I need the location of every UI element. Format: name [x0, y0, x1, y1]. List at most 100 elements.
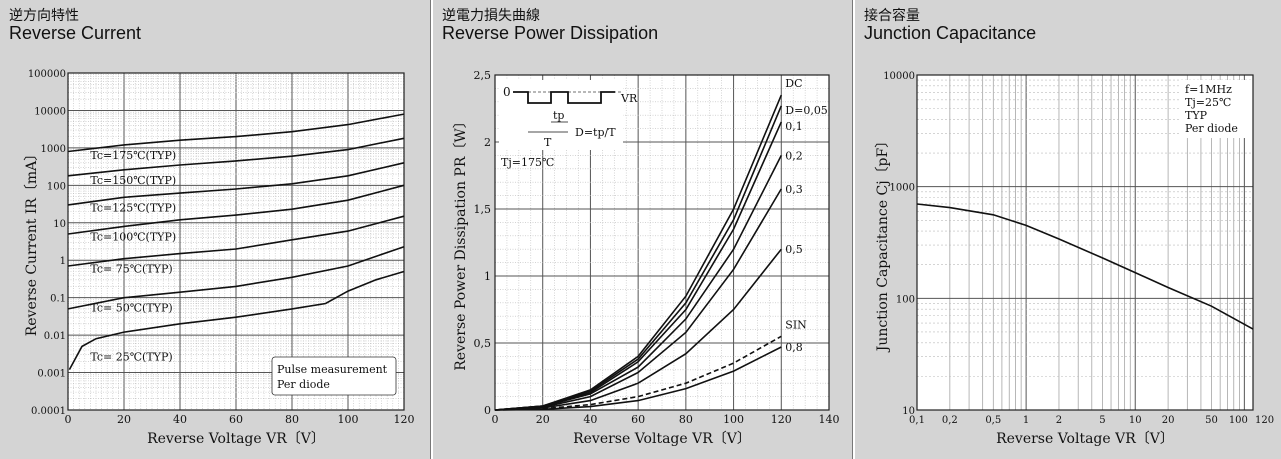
y-tick-label: 10000 — [883, 71, 915, 82]
y-tick-label: 0.0001 — [31, 406, 66, 417]
y-axis-label: Junction Capacitance Cj〔pF〕 — [875, 134, 891, 353]
series-label-4: 0,3 — [785, 183, 803, 196]
note-line: f=1MHz — [1185, 83, 1232, 96]
x-axis-label: Reverse Voltage VR〔V〕 — [147, 431, 325, 447]
x-tick-label: 140 — [819, 413, 840, 426]
inset-zero-label: 0 — [503, 85, 511, 99]
x-tick-label: 40 — [583, 413, 597, 426]
x-axis-label: Reverse Voltage VR〔V〕 — [573, 431, 751, 447]
y-tick-label: 1000 — [41, 144, 66, 155]
reverse-power-panel: 逆電力損失曲線 Reverse Power Dissipation DC D=0,… — [433, 0, 853, 459]
inset-tj-label: Tj=175℃ — [501, 156, 554, 169]
inset-pulse-waveform — [513, 91, 615, 104]
x-tick-label: 0,2 — [942, 415, 958, 426]
series-line-5 — [67, 245, 405, 310]
junction-capacitance-title: Junction Capacitance — [864, 23, 1037, 43]
x-tick-label: 10 — [1129, 415, 1142, 426]
reverse-current-panel: 逆方向特性 Reverse Current Tc=175℃(TYP) Tc=150… — [0, 0, 431, 459]
series-line-0 — [916, 203, 1254, 330]
plot-frame — [916, 74, 1254, 411]
x-tick-label: 100 — [338, 413, 359, 426]
series-line-2 — [67, 162, 405, 206]
reverse-current-title-jp: 逆方向特性 — [9, 8, 79, 24]
x-axis-label: Reverse Voltage VR〔V〕 — [996, 431, 1174, 447]
reverse-current-chart: Tc=175℃(TYP) Tc=150℃(TYP) Tc=125℃(TYP) Tc=1… — [24, 69, 415, 447]
y-tick-label: 0.01 — [44, 331, 66, 342]
y-tick-label: 1,5 — [474, 203, 492, 216]
x-tick-label: 0 — [492, 413, 499, 426]
y-tick-label: 10 — [902, 406, 915, 417]
y-tick-label: 100 — [47, 181, 66, 192]
series-label-6: Tc= 25℃(TYP) — [90, 350, 172, 363]
x-tick-label: 100 — [723, 413, 744, 426]
x-tick-label: 120 — [394, 413, 415, 426]
y-tick-label: 1 — [484, 270, 491, 283]
y-tick-label: 10 — [53, 219, 66, 230]
x-tick-label: 20 — [117, 413, 131, 426]
series-label-1: Tc=150℃(TYP) — [90, 174, 176, 187]
y-tick-label: 0,5 — [474, 337, 492, 350]
y-axis-label: Reverse Power Dissipation PR〔W〕 — [453, 114, 469, 371]
x-tick-label: 2 — [1056, 415, 1062, 426]
series-label-3: 0,2 — [785, 149, 803, 162]
inset-t-label: T — [544, 136, 552, 149]
series-line-4 — [67, 215, 405, 267]
series-line-7 — [494, 346, 782, 411]
x-tick-label: 120 — [771, 413, 792, 426]
y-tick-label: 1000 — [890, 183, 915, 194]
note-box — [271, 356, 397, 396]
note-line: Per diode — [1185, 122, 1238, 135]
note-line: Pulse measurement — [277, 363, 388, 376]
inset-duty-label: D=tp/T — [575, 126, 616, 139]
junction-capacitance-title-jp: 接合容量 — [864, 8, 920, 24]
series-label-0: Tc=175℃(TYP) — [90, 149, 176, 162]
x-tick-label: 0,5 — [985, 415, 1001, 426]
x-tick-label: 80 — [285, 413, 299, 426]
y-tick-label: 0.001 — [37, 369, 66, 380]
y-axis-label: Reverse Current IR〔mA〕 — [24, 147, 40, 337]
y-tick-label: 1 — [60, 256, 66, 267]
x-tick-label: 60 — [631, 413, 645, 426]
series-line-6 — [68, 270, 405, 370]
inset-tp-label: tp — [553, 109, 564, 122]
y-tick-label: 100 — [896, 294, 915, 305]
series-label-7: 0,8 — [785, 341, 803, 354]
y-tick-label: 2 — [484, 136, 491, 149]
reverse-power-title-jp: 逆電力損失曲線 — [442, 8, 540, 24]
y-tick-label: 0.1 — [50, 294, 66, 305]
y-tick-label: 2,5 — [474, 69, 492, 82]
series-label-0: DC — [785, 77, 802, 90]
x-tick-label: 60 — [229, 413, 243, 426]
series-label-2: Tc=125℃(TYP) — [90, 201, 176, 214]
y-tick-label: 100000 — [28, 69, 66, 80]
note-line: Per diode — [277, 378, 330, 391]
inset-vr-label: VR — [620, 92, 638, 105]
series-label-3: Tc=100℃(TYP) — [90, 230, 176, 243]
junction-capacitance-panel: 接合容量 Junction Capacitance 0,1 0,2 0,5 1 2 5 10… — [855, 0, 1281, 459]
x-tick-label: 20 — [1162, 415, 1175, 426]
x-tick-label: 40 — [173, 413, 187, 426]
x-tick-label: 0,1 — [909, 415, 925, 426]
series-label-1: D=0,05 — [785, 104, 828, 117]
x-tick-label: 5 — [1099, 415, 1105, 426]
reverse-current-title: Reverse Current — [9, 23, 142, 43]
plot-frame — [494, 74, 830, 411]
x-tick-label: 80 — [679, 413, 693, 426]
series-line-1 — [67, 137, 405, 177]
series-line-3 — [67, 184, 405, 235]
series-label-6: SIN — [785, 318, 807, 331]
plot-frame — [67, 72, 405, 411]
x-tick-label: 1 — [1023, 415, 1029, 426]
series-label-2: 0,1 — [785, 120, 803, 133]
y-tick-label: 0 — [484, 404, 491, 417]
series-label-5: 0,5 — [785, 243, 803, 256]
series-label-5: Tc= 50℃(TYP) — [90, 302, 172, 315]
reverse-power-title: Reverse Power Dissipation — [442, 23, 659, 43]
x-tick-label: 20 — [536, 413, 550, 426]
x-tick-label: 0 — [65, 413, 72, 426]
series-line-5 — [494, 248, 782, 411]
note-line: Tj=25℃ — [1185, 96, 1231, 109]
note-box — [1181, 80, 1251, 138]
